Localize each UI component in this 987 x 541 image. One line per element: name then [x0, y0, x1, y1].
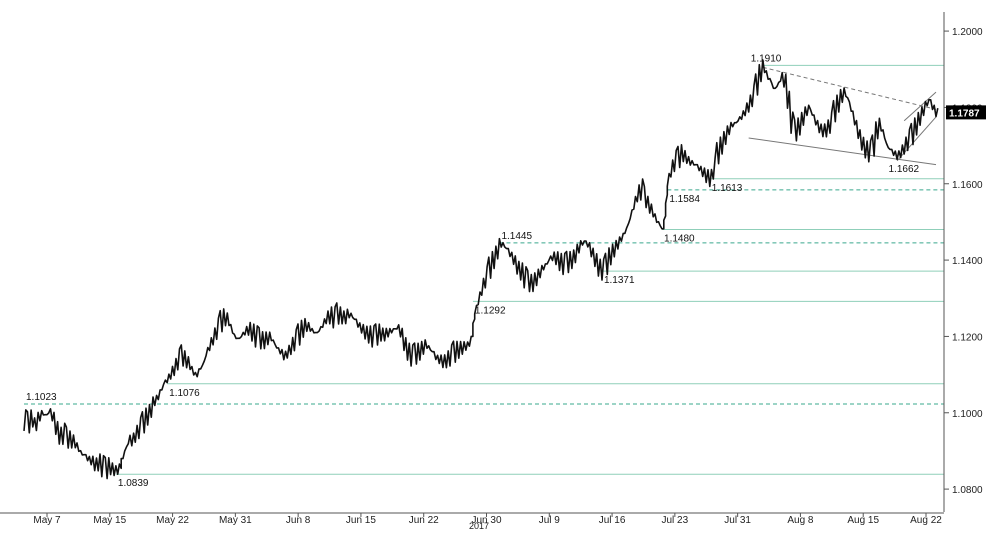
- x-tick-label: May 31: [219, 515, 252, 526]
- year-label: 2017: [469, 521, 489, 531]
- x-tick-label: Jun 8: [286, 515, 311, 526]
- x-tick-label: Aug 22: [910, 515, 942, 526]
- x-tick-label: Aug 15: [847, 515, 879, 526]
- y-axis: 1.20001.18001.16001.14001.12001.10001.08…: [943, 12, 986, 512]
- price-series-layer: [23, 59, 939, 480]
- x-tick-label: Jul 31: [724, 515, 751, 526]
- y-tick-label: 1.2000: [952, 27, 983, 38]
- x-tick-label: May 22: [156, 515, 189, 526]
- x-tick-label: Jul 16: [599, 515, 626, 526]
- x-tick-label: Jul 23: [662, 515, 689, 526]
- x-tick-label: Jun 30: [471, 515, 501, 526]
- level-labels: 1.1910 1.1662 1.1613 1.1584 1.1480 1.1445 1.13…: [26, 53, 920, 489]
- level-label-1-1480: 1.1480: [664, 234, 695, 245]
- level-label-1-1613: 1.1613: [712, 183, 743, 194]
- y-tick-label: 1.0800: [952, 485, 983, 496]
- lower-channel-trendline: [748, 137, 937, 166]
- y-tick-label: 1.1400: [952, 256, 983, 267]
- level-label-1-1023: 1.1023: [26, 392, 57, 403]
- level-label-1-1292: 1.1292: [475, 305, 506, 316]
- x-tick-label: Aug 8: [787, 515, 814, 526]
- wedge-upper-trendline: [903, 91, 937, 122]
- level-label-1-1910: 1.1910: [751, 53, 782, 64]
- level-label-1-1662: 1.1662: [889, 164, 920, 175]
- support-resistance-levels: [24, 64, 944, 475]
- level-label-1-1584: 1.1584: [669, 194, 700, 205]
- price-series-line: [23, 59, 939, 480]
- y-tick-label: 1.1600: [952, 180, 983, 191]
- last-price-label: 1.1787: [949, 108, 980, 119]
- x-tick-label: Jun 22: [409, 515, 439, 526]
- x-tick-label: Jul 9: [539, 515, 561, 526]
- last-price-badge: [946, 105, 986, 120]
- level-label-1-1076: 1.1076: [169, 388, 200, 399]
- level-label-1-1371: 1.1371: [604, 275, 635, 286]
- y-tick-label: 1.1000: [952, 409, 983, 420]
- x-tick-label: Jun 15: [346, 515, 376, 526]
- upper-dashed-trendline: [762, 66, 937, 110]
- x-tick-label: May 7: [33, 515, 61, 526]
- level-label-1-0839: 1.0839: [118, 478, 149, 489]
- level-label-1-1445: 1.1445: [501, 231, 532, 242]
- x-tick-label: May 15: [93, 515, 126, 526]
- y-tick-label: 1.1200: [952, 332, 983, 343]
- x-axis: May 7 May 15 May 22 May 31 Jun 8 Jun 15 Jun 22…: [0, 512, 944, 526]
